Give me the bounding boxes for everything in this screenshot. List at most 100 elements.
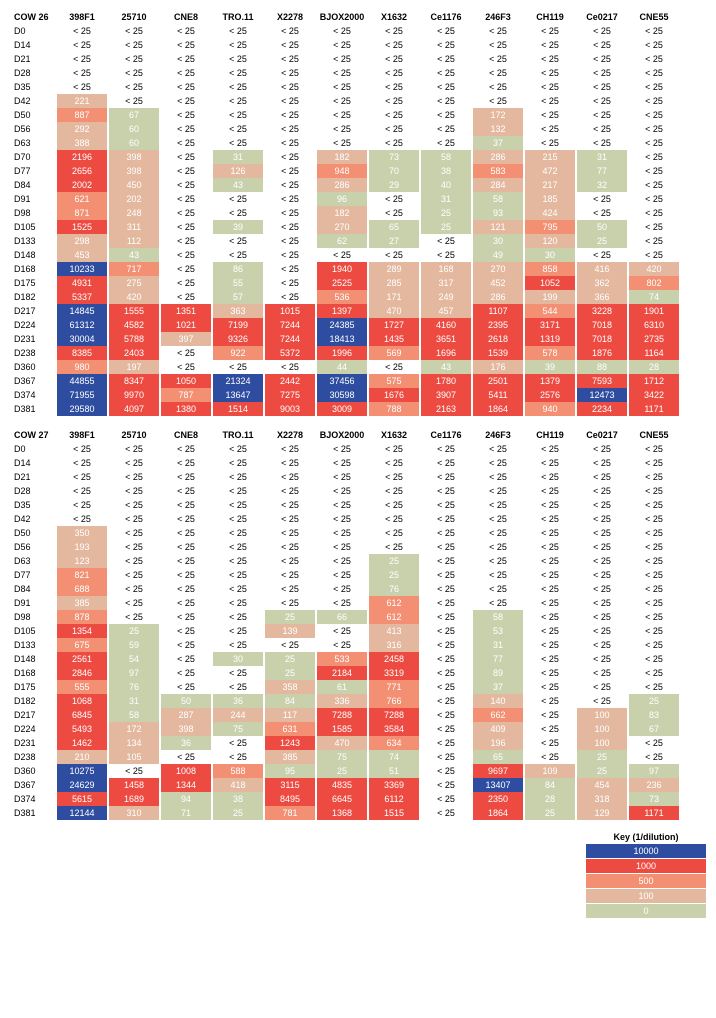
value-cell: < 25 bbox=[108, 484, 160, 498]
value-cell: 12473 bbox=[577, 388, 627, 402]
table-row: D14< 25< 25< 25< 25< 25< 25< 25< 25< 25<… bbox=[10, 456, 706, 470]
value-cell: < 25 bbox=[420, 108, 472, 122]
value-cell: 1689 bbox=[109, 792, 159, 806]
value-cell: 787 bbox=[161, 388, 211, 402]
value-cell: < 25 bbox=[264, 52, 316, 66]
value-cell: < 25 bbox=[316, 498, 368, 512]
value-cell: 4582 bbox=[109, 318, 159, 332]
table-row: D28< 25< 25< 25< 25< 25< 25< 25< 25< 25<… bbox=[10, 66, 706, 80]
value-cell: 385 bbox=[57, 596, 107, 610]
value-cell: < 25 bbox=[56, 66, 108, 80]
value-cell: < 25 bbox=[212, 234, 264, 248]
value-cell: 292 bbox=[57, 122, 107, 136]
value-cell: < 25 bbox=[212, 554, 264, 568]
value-cell: < 25 bbox=[160, 582, 212, 596]
value-cell: 1351 bbox=[161, 304, 211, 318]
row-label: D217 bbox=[10, 708, 56, 722]
value-cell: < 25 bbox=[160, 206, 212, 220]
row-label: D28 bbox=[10, 484, 56, 498]
value-cell: < 25 bbox=[160, 346, 212, 360]
value-cell: < 25 bbox=[108, 80, 160, 94]
value-cell: 84 bbox=[265, 694, 315, 708]
value-cell: 13647 bbox=[213, 388, 263, 402]
value-cell: < 25 bbox=[212, 206, 264, 220]
row-label: D374 bbox=[10, 792, 56, 806]
value-cell: 3907 bbox=[421, 388, 471, 402]
value-cell: < 25 bbox=[628, 456, 680, 470]
value-cell: < 25 bbox=[524, 666, 576, 680]
value-cell: 4160 bbox=[421, 318, 471, 332]
row-label: D0 bbox=[10, 442, 56, 456]
table-row: D17555576< 25< 2535861771< 2537< 25< 25<… bbox=[10, 680, 706, 694]
value-cell: < 25 bbox=[264, 470, 316, 484]
key-title: Key (1/dilution) bbox=[586, 832, 706, 842]
value-cell: < 25 bbox=[316, 80, 368, 94]
value-cell: 317 bbox=[421, 276, 471, 290]
table-row: D77821< 25< 25< 25< 25< 2525< 25< 25< 25… bbox=[10, 568, 706, 582]
value-cell: < 25 bbox=[420, 582, 472, 596]
key-entry: 10000 bbox=[586, 844, 706, 858]
table-row: D367448558347105021324244237456575178025… bbox=[10, 374, 706, 388]
value-cell: < 25 bbox=[108, 596, 160, 610]
value-cell: < 25 bbox=[108, 94, 160, 108]
row-label: D70 bbox=[10, 150, 56, 164]
value-cell: 416 bbox=[577, 262, 627, 276]
value-cell: 1368 bbox=[317, 806, 367, 820]
value-cell: < 25 bbox=[264, 122, 316, 136]
value-cell: < 25 bbox=[628, 484, 680, 498]
value-cell: < 25 bbox=[160, 456, 212, 470]
value-cell: < 25 bbox=[524, 24, 576, 38]
value-cell: < 25 bbox=[420, 94, 472, 108]
value-cell: 544 bbox=[525, 304, 575, 318]
column-header: X2278 bbox=[264, 10, 316, 24]
value-cell: < 25 bbox=[108, 470, 160, 484]
value-cell: 289 bbox=[369, 262, 419, 276]
value-cell: 621 bbox=[57, 192, 107, 206]
value-cell: 420 bbox=[109, 290, 159, 304]
value-cell: 1243 bbox=[265, 736, 315, 750]
value-cell: 14845 bbox=[57, 304, 107, 318]
value-cell: < 25 bbox=[628, 164, 680, 178]
value-cell: 1539 bbox=[473, 346, 523, 360]
value-cell: < 25 bbox=[576, 52, 628, 66]
value-cell: < 25 bbox=[576, 582, 628, 596]
row-label: D84 bbox=[10, 178, 56, 192]
value-cell: 398 bbox=[109, 150, 159, 164]
value-cell: 4931 bbox=[57, 276, 107, 290]
value-cell: < 25 bbox=[368, 484, 420, 498]
value-cell: < 25 bbox=[628, 52, 680, 66]
column-header: 246F3 bbox=[472, 428, 524, 442]
column-header: 246F3 bbox=[472, 10, 524, 24]
value-cell: 7288 bbox=[317, 708, 367, 722]
row-label: D42 bbox=[10, 512, 56, 526]
value-cell: 71 bbox=[161, 806, 211, 820]
value-cell: 6845 bbox=[57, 708, 107, 722]
row-label: D168 bbox=[10, 262, 56, 276]
value-cell: 3319 bbox=[369, 666, 419, 680]
value-cell: < 25 bbox=[264, 526, 316, 540]
column-header: 398F1 bbox=[56, 10, 108, 24]
value-cell: < 25 bbox=[264, 276, 316, 290]
row-label: D168 bbox=[10, 666, 56, 680]
value-cell: 58 bbox=[473, 192, 523, 206]
value-cell: 62 bbox=[317, 234, 367, 248]
value-cell: < 25 bbox=[56, 80, 108, 94]
value-cell: 65 bbox=[473, 750, 523, 764]
value-cell: < 25 bbox=[160, 442, 212, 456]
value-cell: 7244 bbox=[265, 318, 315, 332]
value-cell: < 25 bbox=[212, 512, 264, 526]
value-cell: 2395 bbox=[473, 318, 523, 332]
value-cell: < 25 bbox=[524, 442, 576, 456]
table-row: D63123< 25< 25< 25< 25< 2525< 25< 25< 25… bbox=[10, 554, 706, 568]
value-cell: < 25 bbox=[264, 192, 316, 206]
value-cell: < 25 bbox=[160, 470, 212, 484]
value-cell: < 25 bbox=[420, 484, 472, 498]
value-cell: 39 bbox=[213, 220, 263, 234]
value-cell: 3115 bbox=[265, 778, 315, 792]
row-label: D35 bbox=[10, 498, 56, 512]
value-cell: < 25 bbox=[628, 220, 680, 234]
value-cell: < 25 bbox=[108, 66, 160, 80]
value-cell: 12144 bbox=[57, 806, 107, 820]
value-cell: < 25 bbox=[160, 150, 212, 164]
value-cell: < 25 bbox=[264, 248, 316, 262]
